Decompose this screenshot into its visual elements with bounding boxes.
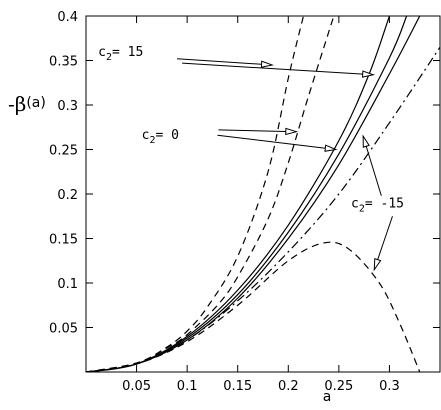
x-tick-label: 0.1 xyxy=(177,379,198,394)
y-tick-label: 0.3 xyxy=(57,99,78,114)
y-axis-label-symbol: -β xyxy=(8,92,26,116)
annotation-arrow-1-2 xyxy=(182,62,374,76)
y-tick-label: 0.25 xyxy=(49,144,78,159)
annotation-arrowhead xyxy=(373,257,382,272)
series-line-4-solid xyxy=(86,16,408,372)
y-tick-label: 0.05 xyxy=(49,322,78,337)
annotation-arrowhead xyxy=(361,70,376,78)
y-tick-label: 0.1 xyxy=(57,277,78,292)
annotation-arrowhead xyxy=(362,134,370,148)
annotation-arrow-2-1 xyxy=(218,129,297,133)
x-tick-label: 0.2 xyxy=(278,379,299,394)
x-tick-label: 0.05 xyxy=(122,379,151,394)
series-line-3-solid xyxy=(86,16,390,372)
x-tick-label: 0.3 xyxy=(379,379,400,394)
series-lines xyxy=(86,16,440,372)
series-line-1-dashed xyxy=(86,16,305,372)
y-tick-label: 0.2 xyxy=(57,188,78,203)
annotation-label-3: c2= -15 xyxy=(351,196,404,214)
y-tick-label: 0.35 xyxy=(49,55,78,70)
series-line-2-dashed xyxy=(86,16,335,372)
annotation-arrowhead xyxy=(285,127,299,136)
annotation-arrows xyxy=(176,58,393,272)
x-tick-label: 0.15 xyxy=(223,379,252,394)
annotation-label-2: c2= 0 xyxy=(142,128,179,146)
annotation-label-1: c2= 15 xyxy=(98,45,143,63)
series-line-5-solid xyxy=(86,16,421,372)
x-tick-label: 0.25 xyxy=(324,379,353,394)
y-axis-label: -β(a) xyxy=(8,92,46,116)
annotation-labels: c2= 15 c2= 0 c2= -15 xyxy=(98,45,404,214)
annotation-arrow-2-2 xyxy=(217,134,336,150)
series-line-7-dashed xyxy=(86,241,421,372)
x-axis-label: a xyxy=(323,389,332,405)
plot-frame xyxy=(85,15,441,373)
y-tick-label: 0.4 xyxy=(57,10,78,25)
annotation-arrow-1-1 xyxy=(176,58,273,66)
annotation-arrowhead xyxy=(260,60,274,68)
plot-border xyxy=(85,15,441,373)
axis-ticks: 0.05 0.1 0.15 0.2 0.25 0.3 0.05 0.1 0.15 0.2 0.25 0… xyxy=(49,10,440,394)
y-axis-label-arg: (a) xyxy=(26,95,46,111)
annotation-arrowhead xyxy=(324,144,338,152)
y-tick-label: 0.15 xyxy=(49,233,78,248)
